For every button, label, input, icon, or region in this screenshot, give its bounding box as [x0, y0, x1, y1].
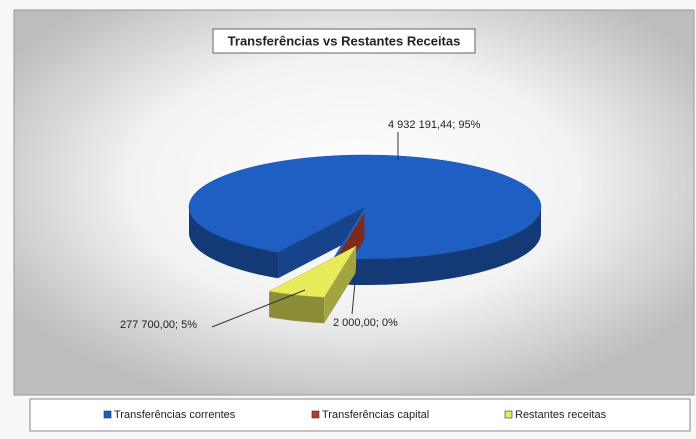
slice-side: [333, 207, 541, 285]
legend-box: [29, 398, 691, 432]
legend-label: Transferências correntes: [114, 409, 236, 421]
legend-swatch: [504, 410, 513, 419]
legend-swatch: [311, 410, 320, 419]
legend-swatch: [103, 410, 112, 419]
data-label: 2 000,00; 0%: [333, 317, 398, 329]
slice-side: [189, 207, 279, 279]
data-label: 4 932 191,44; 95%: [388, 119, 481, 131]
legend-label: Transferências capital: [322, 409, 429, 421]
slice-face: [278, 207, 365, 279]
slice: [188, 154, 542, 260]
title-box: [212, 28, 476, 54]
leader-line: [211, 289, 306, 328]
leader-line: [351, 261, 358, 315]
data-label: 277 700,00; 5%: [120, 319, 197, 331]
chart-title: Transferências vs Restantes Receitas: [228, 33, 461, 48]
legend-label: Restantes receitas: [515, 409, 607, 421]
slice: [268, 245, 357, 298]
